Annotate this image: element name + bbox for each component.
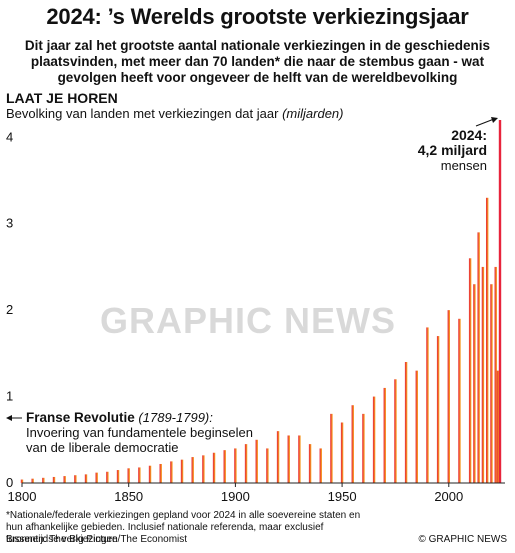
bar-1820 <box>63 476 66 483</box>
bar-1930 <box>298 435 301 483</box>
french-revolution-name: Franse Revolutie <box>26 410 135 425</box>
chart-description-unit: (miljarden) <box>282 106 344 121</box>
bar-1890 <box>212 452 216 483</box>
x-axis-ticks: 1800 1850 1900 1950 2000 <box>8 483 463 504</box>
section-heading: LAAT JE HOREN <box>6 90 118 106</box>
y-tick-label-1: 1 <box>6 389 13 404</box>
bar-2018 <box>485 197 489 484</box>
annotation-french-revolution: Franse Revolutie (1789-1799): Invoering … <box>8 410 253 455</box>
bar-1860 <box>148 465 152 483</box>
bar-2000 <box>447 310 450 483</box>
bar-1960 <box>362 413 365 483</box>
chart-description-text: Bevolking van landen met verkiezingen da… <box>6 106 279 121</box>
annotation-arrow-french-revolution <box>6 415 22 421</box>
bar-1880 <box>191 457 194 483</box>
bar-2020 <box>490 284 493 483</box>
watermark: GRAPHIC NEWS <box>100 300 397 341</box>
y-tick-label-3: 3 <box>6 216 13 231</box>
bar-1995 <box>436 336 440 483</box>
sources: Bronnen: The Big Picture/The Economist <box>6 534 188 545</box>
credit: © GRAPHIC NEWS <box>418 534 508 545</box>
bar-1885 <box>202 455 205 483</box>
x-tick-label-2000: 2000 <box>434 489 463 504</box>
bar-1925 <box>287 435 290 483</box>
bar-1815 <box>52 476 56 483</box>
french-revolution-line2: van de liberale democratie <box>26 440 179 455</box>
bar-1840 <box>106 471 109 483</box>
footnote: *Nationale/federale verkiezingen gepland… <box>6 510 361 545</box>
bar-2024 <box>498 120 502 483</box>
bar-1805 <box>31 478 34 483</box>
bar-2022 <box>494 266 497 483</box>
subtitle: Dit jaar zal het grootste aantal nationa… <box>24 38 491 85</box>
bar-2023 <box>496 370 500 483</box>
french-revolution-line1: Invoering van fundamentele beginselen <box>26 425 253 440</box>
annotation-2024-unit: mensen <box>440 158 487 173</box>
bar-2014 <box>477 232 480 483</box>
bar-1945 <box>330 413 333 483</box>
bar-2016 <box>481 266 485 483</box>
annotation-2024-value: 4,2 miljard <box>417 142 487 158</box>
bar-1980 <box>404 362 408 483</box>
bar-1935 <box>308 444 312 483</box>
x-tick-label-1800: 1800 <box>8 489 37 504</box>
bar-1910 <box>255 439 258 483</box>
bar-1855 <box>138 467 141 483</box>
bar-1865 <box>159 463 162 483</box>
x-tick-label-1850: 1850 <box>114 489 143 504</box>
bar-1900 <box>234 448 237 483</box>
bar-2005 <box>458 318 461 483</box>
bar-1990 <box>426 327 429 483</box>
bar-1905 <box>244 444 248 483</box>
bar-2010 <box>468 258 472 483</box>
y-tick-label-2: 2 <box>6 302 13 317</box>
x-tick-label-1950: 1950 <box>328 489 357 504</box>
bar-2012 <box>473 284 476 483</box>
bar-1845 <box>116 470 120 483</box>
y-tick-label-0: 0 <box>6 475 13 490</box>
bar-1870 <box>170 461 173 483</box>
bar-1830 <box>84 474 88 483</box>
bar-1970 <box>383 387 386 483</box>
bar-1835 <box>95 472 98 483</box>
bar-1965 <box>372 396 376 483</box>
bar-1825 <box>74 475 77 483</box>
french-revolution-years: (1789-1799): <box>138 410 213 425</box>
bar-1975 <box>394 379 397 483</box>
bar-1915 <box>266 448 269 483</box>
bar-1810 <box>42 477 45 483</box>
bar-1895 <box>223 450 226 483</box>
y-tick-label-4: 4 <box>6 129 13 144</box>
bar-1940 <box>319 448 322 483</box>
bar-1850 <box>127 468 130 483</box>
annotation-arrow-2024 <box>475 117 498 127</box>
x-tick-label-1900: 1900 <box>221 489 250 504</box>
y-axis-ticks: 0 1 2 3 4 <box>6 129 13 490</box>
annotation-2024: 2024: 4,2 miljard mensen <box>417 127 487 174</box>
bar-1875 <box>180 459 184 483</box>
annotation-2024-label: 2024: <box>451 127 487 143</box>
page-title: 2024: ’s Werelds grootste verkiezingsjaa… <box>46 4 469 29</box>
bar-1800 <box>20 479 24 483</box>
bar-1955 <box>351 405 354 483</box>
bar-1950 <box>340 422 344 483</box>
chart-description: Bevolking van landen met verkiezingen da… <box>6 106 343 121</box>
bar-1920 <box>276 431 280 483</box>
bar-1985 <box>415 370 418 483</box>
bar-series <box>20 120 502 484</box>
